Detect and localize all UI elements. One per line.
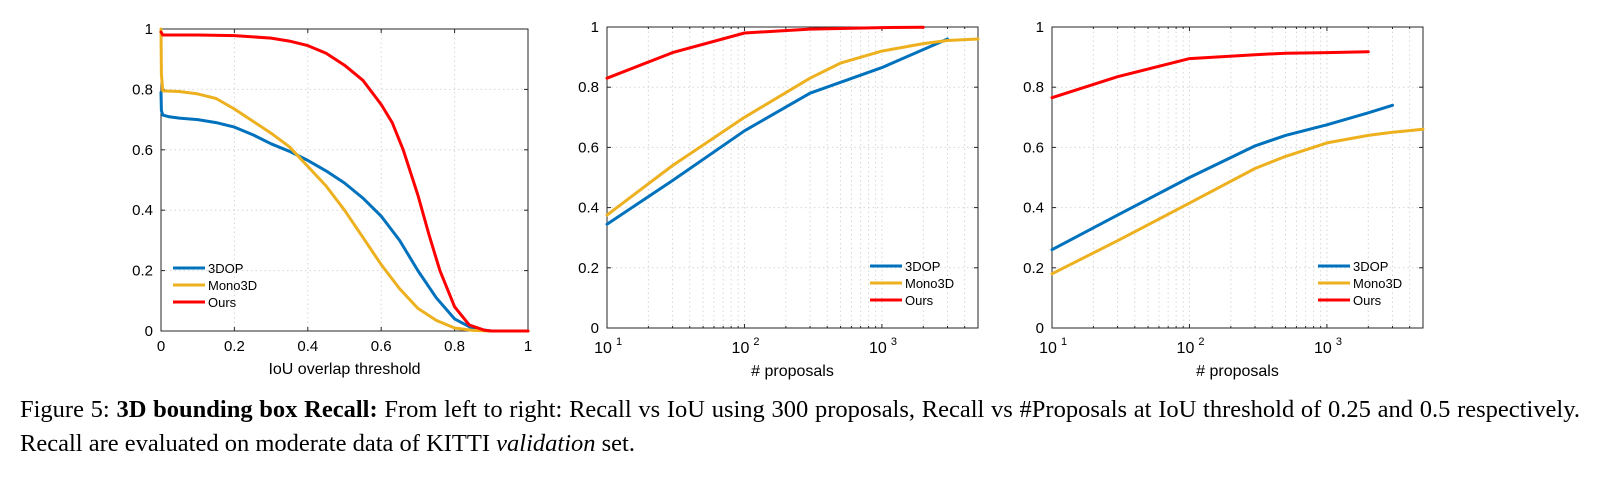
legend-label: 3DOP xyxy=(1353,259,1388,274)
x-tick-label: 10 xyxy=(869,340,887,357)
legend-label: Mono3D xyxy=(208,278,257,293)
caption-italic-word: validation xyxy=(496,430,596,457)
legend: 3DOP Mono3D Ours xyxy=(870,259,954,308)
legend-label: 3DOP xyxy=(905,259,940,274)
series-line-ours xyxy=(159,30,530,333)
series-line-3dop xyxy=(605,37,949,226)
y-tick-label: 0.6 xyxy=(578,139,599,156)
legend: 3DOP Mono3D Ours xyxy=(1318,259,1402,308)
series-line-mono3d xyxy=(605,37,980,217)
legend-label: Ours xyxy=(1353,293,1382,308)
legend-label: Ours xyxy=(208,295,237,310)
x-tick-exponent: 1 xyxy=(1061,336,1067,348)
plot-area xyxy=(607,27,978,328)
x-tick-label: 10 xyxy=(594,340,612,357)
y-tick-label: 0.6 xyxy=(1023,139,1044,156)
x-axis-label: IoU overlap threshold xyxy=(268,361,420,378)
series-line-ours xyxy=(605,25,925,80)
figure-caption: Figure 5: 3D bounding box Recall: From l… xyxy=(20,393,1580,461)
tick-marks xyxy=(160,28,529,332)
x-axis-label: # proposals xyxy=(1196,363,1279,380)
x-tick-exponent: 1 xyxy=(616,336,622,348)
x-tick-label: 10 xyxy=(1314,340,1332,357)
y-tick-label: 0.8 xyxy=(578,79,599,96)
x-tick-label: 1 xyxy=(524,338,532,355)
series-group xyxy=(605,25,980,226)
y-tick-label: 0.2 xyxy=(1023,260,1044,277)
x-tick-label: 10 xyxy=(1177,340,1195,357)
y-tick-label: 0.2 xyxy=(578,260,599,277)
y-tick-label: 1 xyxy=(1036,19,1044,36)
y-tick-label: 0.4 xyxy=(1023,200,1044,217)
legend-label: Mono3D xyxy=(1353,276,1402,291)
series-line-ours xyxy=(1050,50,1370,100)
y-tick-label: 1 xyxy=(145,21,153,38)
axes-frame xyxy=(606,26,979,329)
y-tick-label: 0.8 xyxy=(1023,79,1044,96)
plot-area xyxy=(161,29,528,331)
caption-figure-label: Figure 5: xyxy=(20,396,117,423)
axes-frame xyxy=(160,28,529,332)
y-tick-label: 0.4 xyxy=(578,200,599,217)
legend-label: Mono3D xyxy=(905,276,954,291)
series-line-3dop xyxy=(1050,103,1394,252)
series-group xyxy=(1050,50,1425,276)
series-line-mono3d xyxy=(1050,127,1425,276)
series-line-3dop xyxy=(159,90,530,333)
y-tick-label: 0.8 xyxy=(132,81,153,98)
series-group xyxy=(159,27,530,333)
y-tick-label: 1 xyxy=(591,19,599,36)
y-tick-label: 0.4 xyxy=(132,202,153,219)
y-tick-label: 0.6 xyxy=(132,142,153,159)
x-tick-exponent: 3 xyxy=(1336,336,1342,348)
series-line-mono3d xyxy=(159,27,530,333)
x-tick-exponent: 2 xyxy=(753,336,759,348)
x-tick-label: 10 xyxy=(1039,340,1057,357)
caption-text-after-italic: set. xyxy=(595,430,635,457)
chart-1: 0 0.2 0.4 0.6 0.8 1 0 0.2 0.4 0.6 0.8 1 IoU overlap … xyxy=(132,21,532,378)
tick-marks xyxy=(1051,26,1424,329)
x-tick-exponent: 2 xyxy=(1198,336,1204,348)
x-axis-label: # proposals xyxy=(751,363,834,380)
x-tick-label: 0.2 xyxy=(224,338,245,355)
legend-label: Ours xyxy=(905,293,934,308)
x-tick-label: 0.6 xyxy=(371,338,392,355)
caption-bold-title: 3D bounding box Recall: xyxy=(116,396,378,423)
legend-label: 3DOP xyxy=(208,261,243,276)
caption-text-before-italic: From left to right: Recall vs IoU using … xyxy=(20,396,1580,457)
x-tick-label: 0.4 xyxy=(297,338,318,355)
legend: 3DOP Mono3D Ours xyxy=(173,261,257,310)
x-tick-label: 0.8 xyxy=(444,338,465,355)
y-tick-label: 0 xyxy=(1036,320,1044,337)
x-tick-label: 0 xyxy=(157,338,165,355)
x-tick-exponent: 3 xyxy=(891,336,897,348)
y-tick-label: 0.2 xyxy=(132,263,153,280)
y-tick-label: 0 xyxy=(591,320,599,337)
x-tick-label: 10 xyxy=(732,340,750,357)
y-tick-label: 0 xyxy=(145,323,153,340)
axes-frame xyxy=(1051,26,1424,329)
